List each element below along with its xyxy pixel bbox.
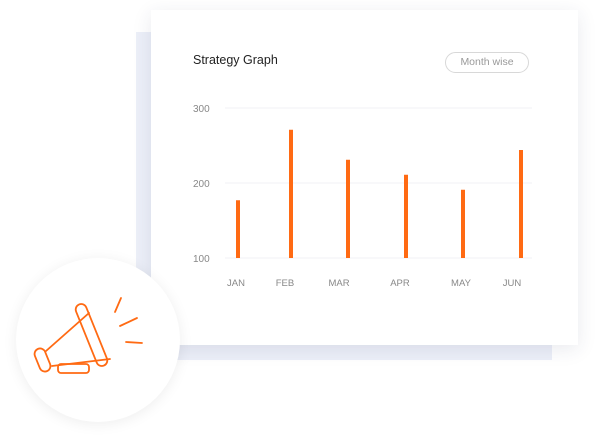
bar-may xyxy=(461,189,465,258)
x-tick-label: JUN xyxy=(503,278,522,289)
y-tick-label: 300 xyxy=(193,104,210,115)
bar-jan xyxy=(236,200,240,258)
month-wise-button[interactable]: Month wise xyxy=(445,52,529,73)
megaphone-badge xyxy=(16,258,180,422)
y-tick-label: 100 xyxy=(193,254,210,265)
x-tick-label: FEB xyxy=(276,278,294,289)
chart-title: Strategy Graph xyxy=(193,53,278,67)
chart-card: Strategy Graph Month wise xyxy=(151,10,578,345)
x-tick-label: MAR xyxy=(328,278,349,289)
y-tick-label: 200 xyxy=(193,179,210,190)
megaphone-icon xyxy=(33,297,143,374)
bar-jun xyxy=(519,150,523,258)
x-tick-label: JAN xyxy=(227,278,245,289)
bar-apr xyxy=(404,174,408,258)
x-tick-label: APR xyxy=(390,278,410,289)
bar-feb xyxy=(289,129,293,258)
x-tick-label: MAY xyxy=(451,278,472,289)
bar-mar xyxy=(346,159,350,258)
